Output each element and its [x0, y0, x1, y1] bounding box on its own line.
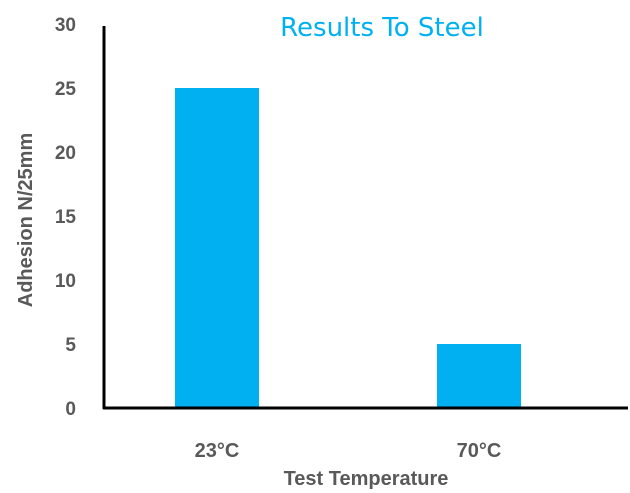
chart-title: Results To Steel — [280, 13, 484, 43]
bars-group — [175, 88, 521, 408]
y-tick-label: 30 — [55, 15, 76, 36]
y-tick-label: 15 — [55, 207, 77, 228]
x-category-label: 70°C — [457, 440, 502, 462]
bar — [437, 344, 521, 408]
y-tick-labels: 0 5 10 15 20 25 30 — [55, 15, 77, 420]
x-category-label: 23°C — [195, 440, 240, 462]
y-tick-label: 25 — [55, 79, 77, 100]
y-tick-label: 20 — [55, 143, 76, 164]
bar — [175, 88, 259, 408]
y-tick-label: 5 — [65, 335, 76, 356]
y-axis-title: Adhesion N/25mm — [15, 133, 37, 307]
x-axis-title: Test Temperature — [284, 468, 449, 490]
y-tick-label: 0 — [65, 399, 76, 420]
y-tick-label: 10 — [55, 271, 76, 292]
x-category-labels: 23°C 70°C — [195, 440, 502, 462]
